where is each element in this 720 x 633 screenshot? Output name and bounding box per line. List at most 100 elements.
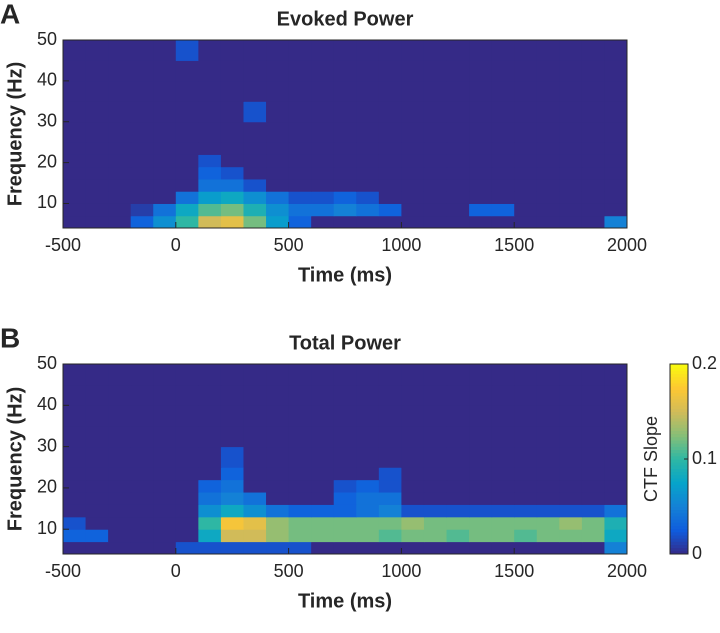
heatmap-cell [333,541,357,555]
heatmap-cell [559,446,583,468]
heatmap-cell [491,541,515,555]
heatmap-cell [288,191,312,204]
heatmap-cell [491,40,515,61]
heatmap-cell [446,516,470,530]
heatmap-cell [85,166,109,180]
heatmap-cell [220,60,244,82]
heatmap-cell [243,203,267,217]
heatmap-cell [63,446,87,468]
colorbar-swatch [670,440,688,444]
heatmap-cell [559,166,583,180]
heatmap-cell [423,178,448,192]
colorbar-tick-label: 0.1 [692,448,717,468]
heatmap-cell [333,516,357,530]
heatmap-cell [311,60,335,82]
heatmap-cell [446,191,470,204]
heatmap-cell [108,203,132,217]
heatmap-cell [401,364,425,386]
colorbar-swatch [670,541,688,545]
heatmap-cell [559,191,583,204]
heatmap-cell [401,384,425,406]
heatmap-cell [559,492,583,505]
heatmap-cell [378,60,402,82]
heatmap-cell [243,504,267,518]
heatmap-cell [243,479,267,493]
colorbar-swatch [670,516,688,520]
panel-label: B [0,322,20,353]
heatmap-cell [469,425,493,448]
heatmap-cell [198,60,222,82]
x-tick-label: 0 [171,561,181,581]
heatmap-cell [491,191,515,204]
colorbar-swatch [670,376,688,381]
heatmap-cell [536,516,560,530]
colorbar-swatch [670,522,688,526]
heatmap-cell [581,101,605,123]
heatmap-cell [469,80,493,102]
y-tick-label: 10 [37,192,57,212]
heatmap-cell [401,60,425,82]
heatmap-cell [378,446,402,468]
heatmap-cell [85,178,109,192]
heatmap-cell [356,384,380,406]
heatmap-cell [288,479,312,493]
heatmap-cell [469,492,493,505]
heatmap-cell [266,215,290,229]
heatmap-cell [220,154,244,168]
heatmap-cell [63,384,87,406]
heatmap-cell [311,384,335,406]
heatmap-cell [130,203,154,217]
heatmap-cell [130,405,154,427]
heatmap-cell [333,40,357,61]
heatmap-cell [378,405,402,427]
x-tick-label: 500 [274,561,304,581]
heatmap-cell [108,178,132,192]
heatmap-cell [266,80,290,102]
heatmap-cell [175,504,199,518]
heatmap-cell [85,492,109,505]
heatmap-cell [581,80,605,102]
heatmap-cell [423,60,448,82]
heatmap-cell [85,191,109,204]
heatmap-cell [469,384,493,406]
heatmap-cell [356,467,380,481]
colorbar-swatch [670,424,688,428]
colorbar-tick-label: 0 [692,543,702,563]
heatmap-cell [175,191,199,204]
heatmap-cell [266,154,290,168]
colorbar-swatch [670,484,688,488]
heatmap-cell [85,364,109,386]
heatmap-cell [85,504,109,518]
heatmap-cell [243,121,267,143]
colorbar-swatch [670,471,688,476]
heatmap-cell [108,541,132,555]
heatmap-cell [288,142,312,155]
heatmap-cell [220,191,244,204]
heatmap-cell [423,541,448,555]
heatmap-cell [401,203,425,217]
heatmap-cell [446,467,470,481]
colorbar-swatch [670,525,688,530]
heatmap-cell [243,541,267,555]
heatmap-cell [378,166,402,180]
x-tick-label: 1000 [381,561,421,581]
heatmap-cell [423,191,448,204]
heatmap-cell [423,504,448,518]
heatmap-cell [514,446,538,468]
colorbar-swatch [670,405,688,409]
colorbar-swatch [670,395,688,400]
colorbar-swatch [670,430,688,435]
heatmap-cell [108,121,132,143]
heatmap-cell [581,166,605,180]
heatmap-cell [536,215,560,229]
heatmap-cell [266,166,290,180]
heatmap-cell [604,166,628,180]
heatmap-cell [175,384,199,406]
heatmap-cell [423,101,448,123]
heatmap-cell [514,101,538,123]
heatmap-cell [581,60,605,82]
heatmap-cell [85,405,109,427]
colorbar-swatch [670,414,688,419]
heatmap-cell [266,40,290,61]
